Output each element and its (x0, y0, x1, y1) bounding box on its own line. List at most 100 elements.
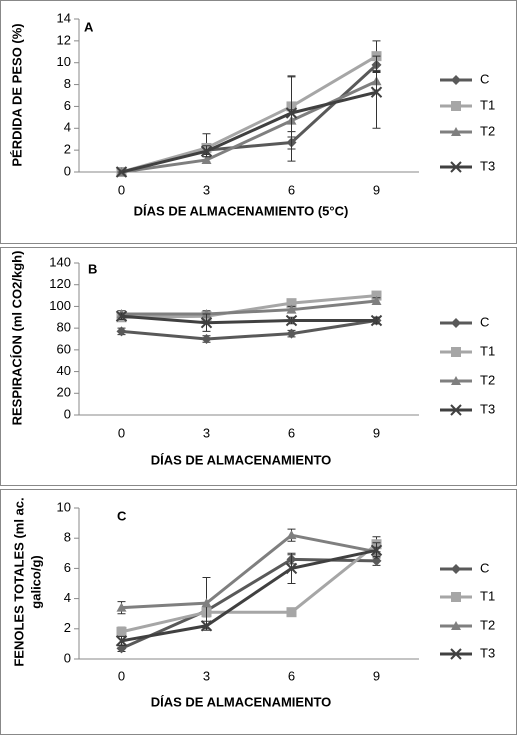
x-tick-label: 0 (118, 668, 125, 683)
y-axis-title: FENOLES TOTALES (ml ac. (11, 497, 26, 666)
x-tick-label: 0 (118, 425, 125, 440)
x-axis-title: DÍAS DE ALMACENAMIENTO (5°C) (134, 203, 349, 218)
legend-label: T1 (480, 97, 495, 112)
x-axis-title: DÍAS DE ALMACENAMIENTO (151, 452, 332, 467)
legend-label: C (480, 560, 489, 575)
marker (115, 166, 128, 178)
marker (200, 145, 213, 157)
y-axis-title: PÉRDIDA DE PESO (%) (9, 23, 24, 166)
marker (371, 290, 382, 301)
legend-label: T2 (480, 123, 495, 138)
marker (200, 620, 213, 632)
x-axis-title: DÍAS DE ALMACENAMIENTO (151, 694, 332, 709)
y-axis-title: galico/g) (28, 555, 43, 608)
marker (116, 326, 127, 337)
marker (285, 107, 298, 119)
y-tick-label: 0 (64, 650, 71, 665)
series-line (121, 319, 377, 341)
legend-marker (451, 592, 461, 602)
marker (116, 602, 127, 612)
legend-marker (451, 318, 461, 328)
y-tick-label: 100 (49, 298, 71, 313)
series-line (121, 314, 377, 325)
y-tick-label: 140 (49, 254, 71, 269)
legend-marker (450, 648, 462, 660)
y-tick-label: 20 (57, 385, 71, 400)
marker (286, 298, 297, 309)
marker (286, 304, 297, 314)
marker (201, 334, 212, 344)
marker (116, 643, 127, 654)
x-tick-label: 0 (118, 182, 125, 197)
y-tick-label: 10 (57, 54, 71, 69)
x-tick-label: 6 (288, 668, 295, 683)
x-tick-label: 6 (288, 182, 295, 197)
x-tick-label: 6 (288, 425, 295, 440)
marker (285, 562, 298, 575)
marker (115, 635, 128, 647)
y-tick-label: 6 (64, 560, 71, 575)
legend-marker (451, 376, 461, 385)
x-tick-label: 9 (373, 182, 380, 197)
panel-label: B (88, 261, 97, 276)
marker (371, 296, 382, 305)
x-tick-label: 3 (203, 182, 210, 197)
y-tick-label: 2 (64, 142, 71, 157)
legend-label: T1 (480, 588, 495, 603)
series-line (121, 533, 377, 610)
marker (200, 317, 213, 329)
legend-label: T3 (480, 645, 495, 660)
legend-label: T1 (480, 343, 495, 358)
y-tick-label: 4 (64, 590, 71, 605)
y-tick-label: 14 (57, 10, 71, 25)
legend-marker (451, 347, 461, 357)
x-tick-label: 9 (373, 668, 380, 683)
y-tick-label: 4 (64, 120, 71, 135)
legend-marker (451, 564, 461, 574)
legend-label: C (480, 314, 489, 329)
series-line (121, 294, 377, 319)
y-tick-label: 120 (49, 276, 71, 291)
panel-border (0, 0, 517, 244)
panel-label: C (117, 508, 127, 523)
panel-label: A (84, 19, 94, 34)
y-tick-label: 0 (64, 163, 71, 178)
y-tick-label: 2 (64, 620, 71, 635)
series-line (121, 90, 377, 174)
marker (116, 626, 127, 637)
series-line (121, 54, 378, 174)
x-tick-label: 3 (203, 425, 210, 440)
y-tick-label: 60 (57, 341, 71, 356)
legend-marker (451, 621, 461, 630)
series-line (121, 63, 378, 174)
legend-marker (450, 404, 462, 416)
series-line (121, 299, 377, 316)
y-tick-label: 80 (57, 320, 71, 335)
legend-label: T2 (480, 372, 495, 387)
x-tick-label: 9 (373, 425, 380, 440)
marker (286, 530, 297, 540)
legend-label: T2 (480, 617, 495, 632)
y-tick-label: 10 (57, 499, 71, 514)
x-tick-label: 3 (203, 668, 210, 683)
marker (115, 310, 128, 322)
y-tick-label: 8 (64, 530, 71, 545)
marker (370, 544, 383, 556)
series-line (121, 548, 377, 643)
marker (370, 86, 383, 98)
legend-marker (451, 75, 461, 85)
marker (286, 607, 297, 618)
y-tick-label: 0 (64, 406, 71, 421)
series-line (121, 543, 378, 634)
series-line (121, 79, 378, 174)
legend-label: C (480, 71, 489, 86)
legend-marker (451, 127, 461, 136)
y-axis-title: RESPIRACÍON (ml CO2/kgh) (9, 251, 24, 426)
legend-label: T3 (480, 158, 495, 173)
y-tick-label: 12 (57, 32, 71, 47)
marker (371, 555, 382, 566)
y-tick-label: 40 (57, 363, 71, 378)
y-tick-label: 8 (64, 76, 71, 91)
panel-border (0, 489, 517, 735)
